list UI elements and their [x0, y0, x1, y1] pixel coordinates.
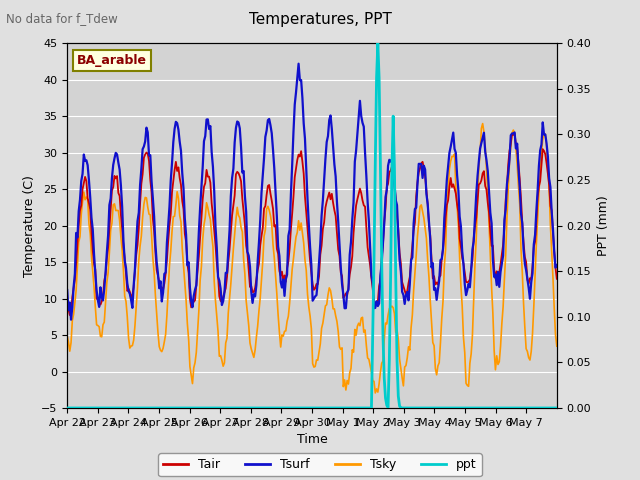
Line: ppt: ppt: [67, 43, 557, 408]
Tair: [552, 265, 559, 271]
Text: BA_arable: BA_arable: [77, 54, 147, 67]
Tsurf: [67, 317, 75, 323]
Text: Temperatures, PPT: Temperatures, PPT: [248, 12, 392, 27]
X-axis label: Time: Time: [296, 433, 328, 446]
Tsky: [95, 324, 103, 330]
Tsky: [552, 332, 559, 338]
Tair: [66, 312, 74, 318]
Tsurf: [553, 263, 561, 268]
Tsky: [488, 285, 495, 290]
Tsurf: [488, 220, 495, 226]
Line: Tair: Tair: [67, 133, 557, 315]
Tsky: [479, 120, 486, 126]
Text: No data for f_Tdew: No data for f_Tdew: [6, 12, 118, 25]
Tsurf: [415, 161, 422, 167]
ppt: [63, 405, 71, 411]
Tair: [486, 230, 494, 236]
Tsky: [553, 343, 561, 349]
Tsurf: [63, 287, 71, 293]
Tsurf: [295, 61, 303, 67]
Tair: [97, 302, 104, 308]
ppt: [374, 40, 381, 46]
Tsky: [315, 349, 323, 355]
Tsurf: [97, 285, 104, 290]
Tsky: [80, 189, 88, 195]
ppt: [95, 405, 103, 411]
Tsurf: [317, 213, 325, 218]
ppt: [550, 405, 558, 411]
Tsurf: [552, 265, 559, 271]
Y-axis label: PPT (mm): PPT (mm): [597, 195, 610, 256]
Tair: [316, 252, 324, 258]
Tsky: [63, 333, 71, 339]
Tsky: [371, 390, 379, 396]
Tair: [553, 276, 561, 282]
Legend: Tair, Tsurf, Tsky, ppt: Tair, Tsurf, Tsky, ppt: [158, 453, 482, 476]
Y-axis label: Temperature (C): Temperature (C): [22, 175, 36, 276]
ppt: [553, 405, 561, 411]
Tair: [413, 180, 421, 185]
Line: Tsurf: Tsurf: [67, 64, 557, 320]
Tair: [81, 174, 89, 180]
Tsurf: [81, 158, 89, 164]
Tsky: [413, 233, 421, 239]
Line: Tsky: Tsky: [67, 123, 557, 393]
Tair: [63, 302, 71, 308]
ppt: [413, 405, 421, 411]
ppt: [486, 405, 494, 411]
ppt: [80, 405, 88, 411]
Tair: [511, 131, 518, 136]
ppt: [315, 405, 323, 411]
